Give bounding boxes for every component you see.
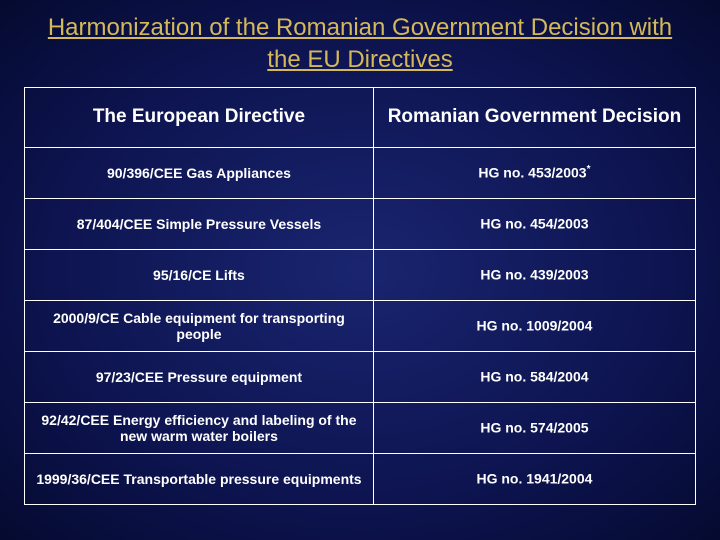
- cell-directive: 2000/9/CE Cable equipment for transporti…: [25, 300, 374, 351]
- cell-directive: 95/16/CE Lifts: [25, 249, 374, 300]
- cell-decision: HG no. 574/2005: [373, 402, 695, 453]
- cell-decision: HG no. 1009/2004: [373, 300, 695, 351]
- slide-title: Harmonization of the Romanian Government…: [0, 0, 720, 87]
- header-decision: Romanian Government Decision: [373, 87, 695, 147]
- cell-decision: HG no. 584/2004: [373, 351, 695, 402]
- harmonization-table: The European Directive Romanian Governme…: [24, 87, 696, 505]
- cell-directive: 90/396/CEE Gas Appliances: [25, 147, 374, 198]
- table-row: 87/404/CEE Simple Pressure Vessels HG no…: [25, 198, 696, 249]
- cell-decision: HG no. 454/2003: [373, 198, 695, 249]
- cell-directive: 92/42/CEE Energy efficiency and labeling…: [25, 402, 374, 453]
- header-directive: The European Directive: [25, 87, 374, 147]
- table-row: 92/42/CEE Energy efficiency and labeling…: [25, 402, 696, 453]
- table-row: 97/23/CEE Pressure equipment HG no. 584/…: [25, 351, 696, 402]
- cell-directive: 1999/36/CEE Transportable pressure equip…: [25, 453, 374, 504]
- cell-directive: 87/404/CEE Simple Pressure Vessels: [25, 198, 374, 249]
- table-row: 1999/36/CEE Transportable pressure equip…: [25, 453, 696, 504]
- table-row: 90/396/CEE Gas Appliances HG no. 453/200…: [25, 147, 696, 198]
- table-row: 95/16/CE Lifts HG no. 439/2003: [25, 249, 696, 300]
- cell-decision: HG no. 439/2003: [373, 249, 695, 300]
- table-row: 2000/9/CE Cable equipment for transporti…: [25, 300, 696, 351]
- cell-directive: 97/23/CEE Pressure equipment: [25, 351, 374, 402]
- cell-decision: HG no. 453/2003*: [373, 147, 695, 198]
- table-header-row: The European Directive Romanian Governme…: [25, 87, 696, 147]
- cell-decision: HG no. 1941/2004: [373, 453, 695, 504]
